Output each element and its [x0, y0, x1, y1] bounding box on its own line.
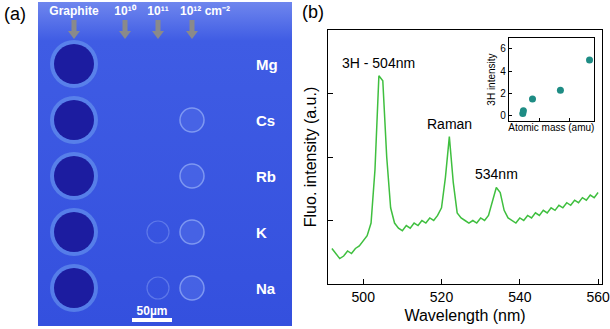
svg-text:Na: Na — [256, 280, 276, 297]
svg-text:Mg: Mg — [256, 56, 278, 73]
svg-text:K: K — [256, 224, 267, 241]
svg-text:10¹⁰: 10¹⁰ — [114, 4, 136, 18]
svg-text:2: 2 — [500, 88, 506, 99]
svg-text:10¹¹: 10¹¹ — [147, 4, 168, 18]
svg-text:Fluo. intensity (a.u.): Fluo. intensity (a.u.) — [302, 87, 319, 228]
svg-text:534nm: 534nm — [475, 166, 518, 182]
svg-text:3H - 504nm: 3H - 504nm — [342, 55, 415, 71]
svg-text:0: 0 — [500, 110, 506, 121]
svg-text:4: 4 — [500, 66, 506, 77]
svg-text:520: 520 — [430, 289, 454, 305]
svg-text:560: 560 — [586, 289, 610, 305]
svg-text:10¹² cm⁻²: 10¹² cm⁻² — [180, 4, 230, 18]
svg-text:540: 540 — [508, 289, 532, 305]
svg-text:Raman: Raman — [427, 116, 472, 132]
svg-text:Graphite: Graphite — [49, 4, 99, 18]
svg-text:Wavelength (nm): Wavelength (nm) — [404, 307, 525, 324]
svg-text:Rb: Rb — [256, 168, 276, 185]
html-text:(b): (b) — [302, 2, 324, 22]
svg-text:6: 6 — [500, 43, 506, 54]
svg-text:(a): (a) — [4, 4, 26, 24]
svg-text:50µm: 50µm — [137, 304, 168, 318]
svg-text:Cs: Cs — [256, 112, 275, 129]
svg-text:Atomic mass (amu): Atomic mass (amu) — [508, 122, 594, 133]
svg-text:3H intensity: 3H intensity — [486, 53, 497, 105]
svg-text:500: 500 — [352, 289, 376, 305]
